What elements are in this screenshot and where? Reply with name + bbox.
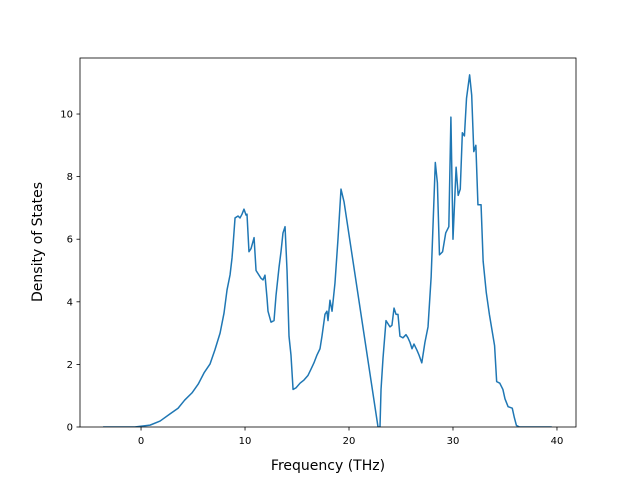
x-tick-label: 0 bbox=[138, 436, 144, 447]
x-axis-label: Frequency (THz) bbox=[271, 458, 385, 474]
x-tick-label: 20 bbox=[343, 436, 356, 447]
plot-frame bbox=[79, 57, 577, 428]
x-tick-label: 10 bbox=[239, 436, 252, 447]
x-tick-label: 40 bbox=[551, 436, 564, 447]
y-tick-label: 6 bbox=[67, 235, 73, 246]
line-series bbox=[103, 74, 552, 427]
y-tick-label: 10 bbox=[60, 110, 73, 121]
y-tick-label: 2 bbox=[67, 360, 73, 371]
y-tick-label: 4 bbox=[67, 297, 73, 308]
y-tick-label: 0 bbox=[67, 423, 73, 434]
y-axis-label: Density of States bbox=[30, 182, 46, 302]
x-tick-label: 30 bbox=[447, 436, 460, 447]
y-tick-label: 8 bbox=[67, 172, 73, 183]
